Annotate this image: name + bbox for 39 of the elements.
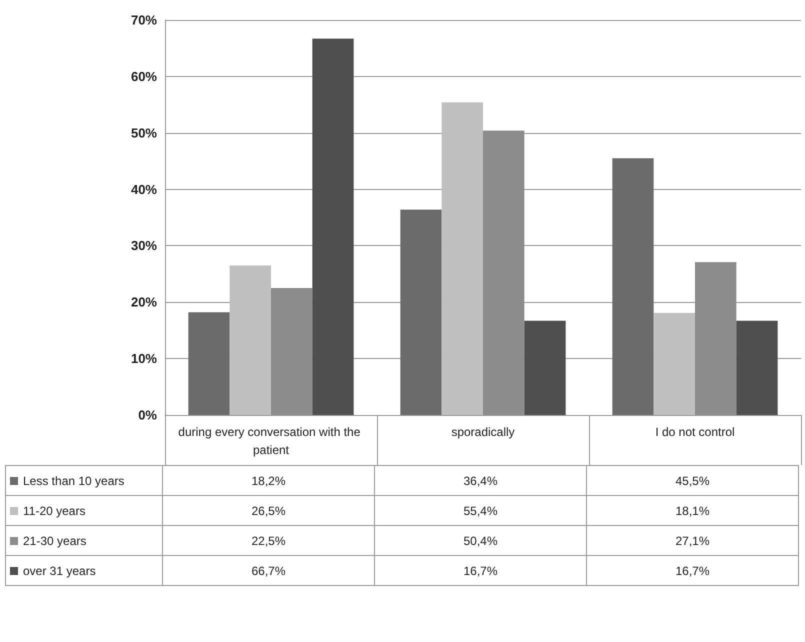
- bar: [188, 312, 230, 415]
- data-label: 16,7%: [374, 556, 586, 586]
- bar: [612, 158, 654, 415]
- y-tick-label: 20%: [130, 294, 158, 310]
- y-tick-label: 10%: [130, 351, 158, 366]
- bar: [524, 320, 566, 415]
- legend-label: Less than 10 years: [6, 466, 162, 496]
- y-tick-label: 70%: [130, 12, 158, 28]
- data-label: 50,4%: [374, 526, 586, 556]
- data-label: 18,2%: [162, 466, 374, 496]
- bar: [483, 130, 524, 415]
- y-tick-label: 50%: [130, 125, 158, 140]
- data-label: 45,5%: [586, 466, 798, 496]
- legend-label: 21-30 years: [6, 526, 162, 556]
- data-label: 27,1%: [586, 526, 798, 556]
- legend-label: 11-20 years: [6, 496, 162, 526]
- bar: [736, 320, 778, 415]
- bar: [271, 288, 312, 415]
- legend-label: over 31 years: [6, 556, 162, 586]
- data-label: 55,4%: [374, 496, 586, 526]
- bar: [654, 312, 695, 415]
- x-tick-label: during every conversation with the patient: [178, 425, 364, 457]
- bar: [442, 102, 483, 415]
- y-tick-label: 60%: [130, 68, 158, 84]
- y-tick-label: 40%: [130, 182, 158, 197]
- bar: [400, 210, 442, 415]
- data-label: 26,5%: [162, 496, 374, 526]
- data-label: 18,1%: [586, 496, 798, 526]
- bar: [312, 38, 354, 415]
- data-label: 36,4%: [374, 466, 586, 496]
- data-label: 22,5%: [162, 526, 374, 556]
- data-label: 16,7%: [586, 556, 798, 586]
- bar: [695, 262, 736, 415]
- y-tick-label: 0%: [138, 408, 158, 422]
- y-tick-label: 30%: [130, 238, 158, 254]
- data-label: 66,7%: [162, 556, 374, 586]
- x-tick-label: sporadically: [451, 425, 515, 439]
- bar: [230, 265, 271, 415]
- x-tick-label: I do not control: [655, 425, 735, 439]
